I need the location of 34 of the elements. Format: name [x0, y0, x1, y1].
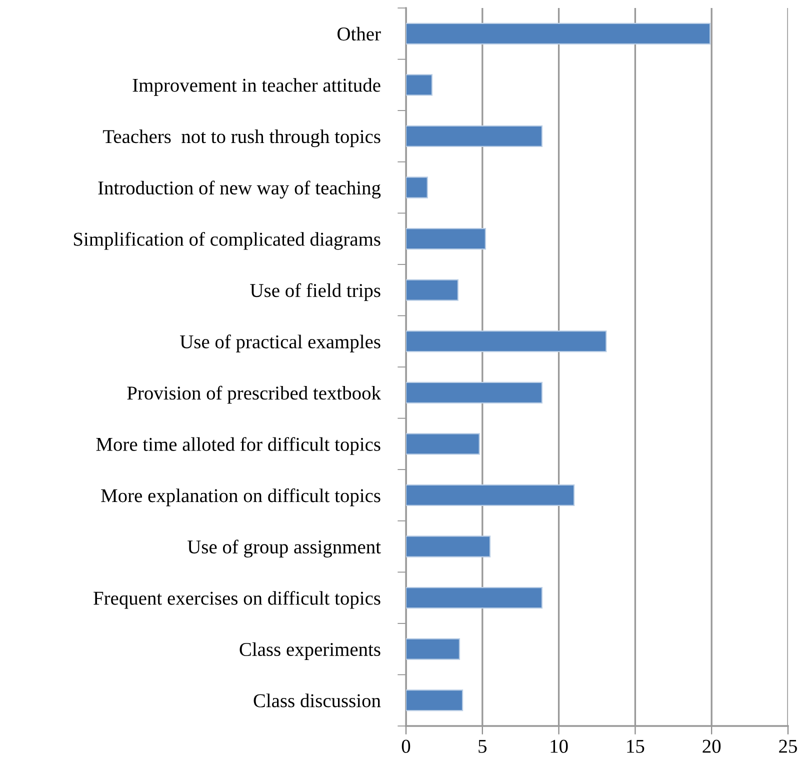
y-tick-label: Class discussion	[254, 694, 381, 708]
x-tick-label: 0	[402, 740, 410, 753]
y-tick-label: More time alloted for difficult topics	[96, 437, 380, 455]
x-tick-label: 10	[550, 740, 568, 753]
bar	[406, 330, 607, 352]
x-tick-label: 25	[779, 740, 797, 753]
bar	[406, 586, 543, 609]
y-tick-label: Improvement in teacher attitude	[132, 78, 380, 96]
bar	[406, 638, 460, 660]
x-tick-label: 15	[627, 740, 644, 753]
bar	[406, 690, 464, 712]
bar	[406, 279, 459, 301]
x-tick-label: 20	[702, 740, 721, 753]
bar	[406, 536, 491, 558]
bar	[406, 125, 543, 148]
bar	[406, 484, 575, 506]
bar	[406, 176, 428, 198]
y-tick-label: Class experiments	[240, 642, 380, 660]
y-tick-label: Frequent exercises on difficult topics	[94, 590, 380, 609]
bar	[406, 22, 711, 44]
y-tick-label: More explanation on difficult topics	[101, 488, 380, 506]
x-tick-label: 5	[478, 740, 486, 753]
y-tick-label: Provision of prescribed textbook	[127, 386, 381, 404]
y-tick-label: Introduction of new way of teaching	[98, 180, 381, 199]
bar	[406, 74, 433, 96]
y-tick-label: Use of practical examples	[180, 334, 380, 352]
bar	[406, 228, 486, 250]
bar	[406, 433, 480, 455]
y-tick-label: Use of field trips	[250, 283, 380, 302]
y-tick-label: Simplification of complicated diagrams	[74, 232, 380, 250]
y-tick-label: Other	[338, 26, 381, 41]
bar	[406, 382, 543, 404]
y-tick-label: Use of group assignment	[188, 540, 381, 558]
y-tick-label: Teachers not to rush through topics	[102, 129, 380, 148]
